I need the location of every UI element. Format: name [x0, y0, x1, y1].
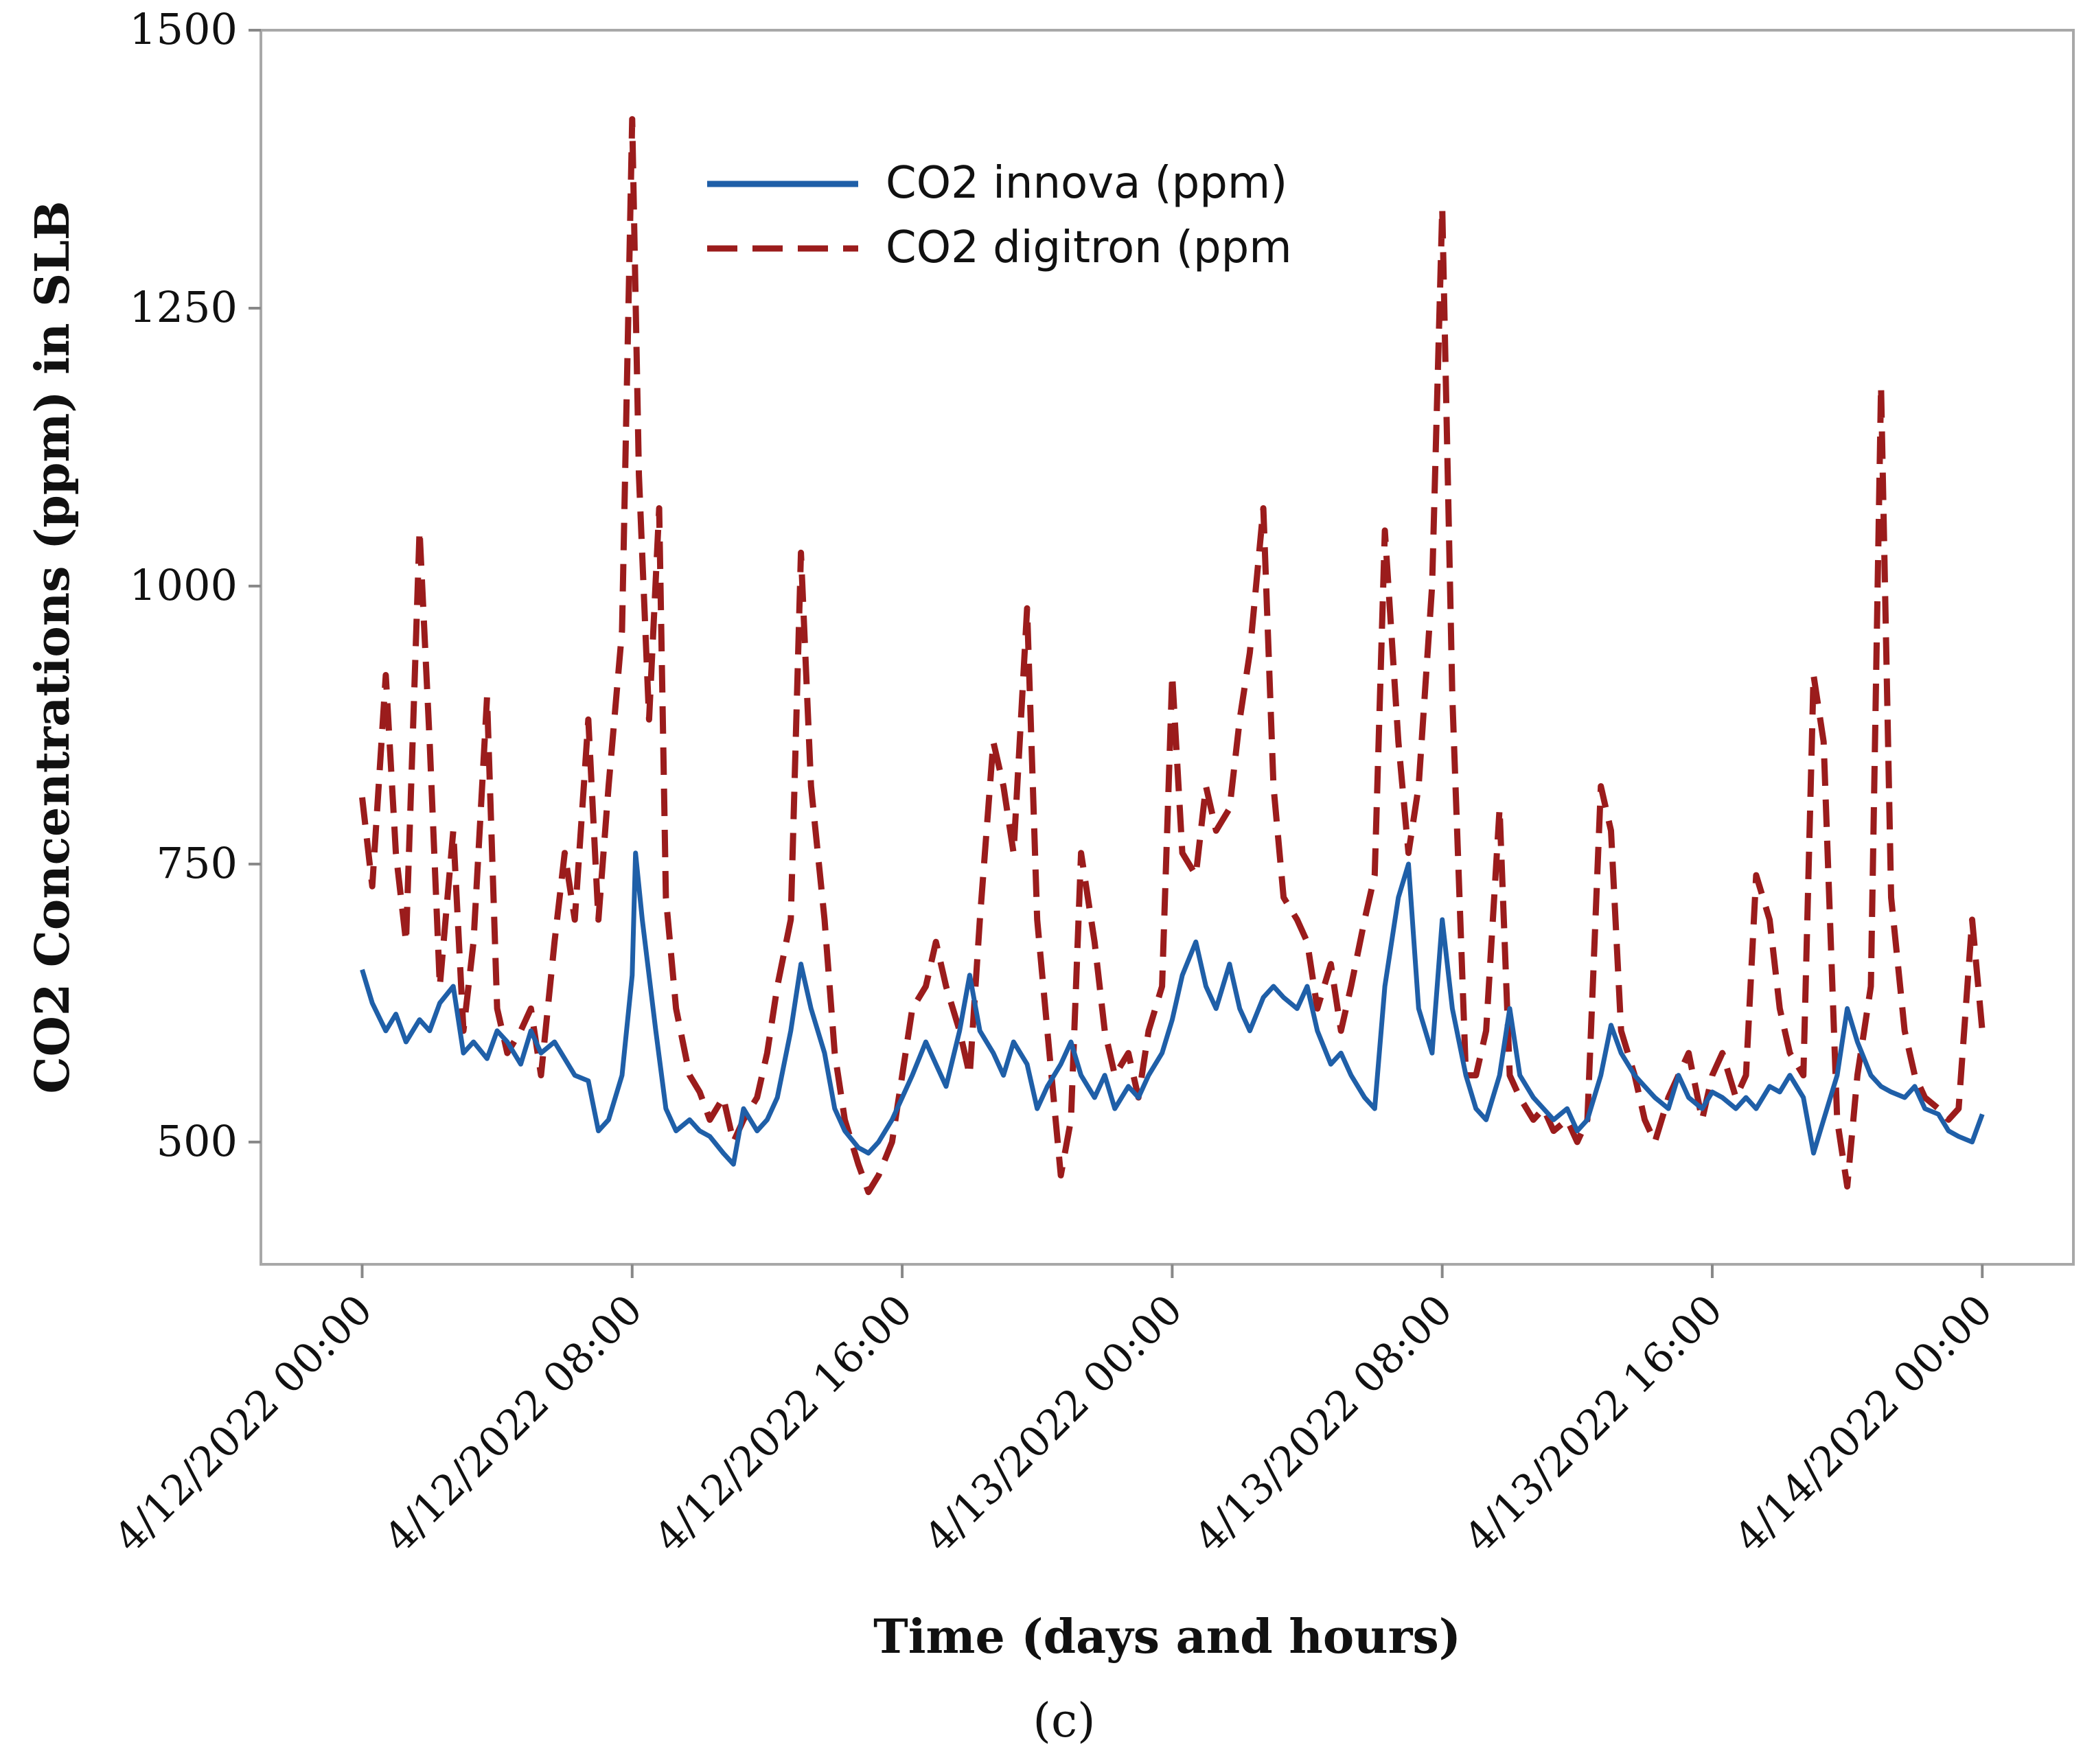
y-tick-label: 750 — [157, 838, 238, 888]
series-line-innova — [360, 850, 1985, 1167]
x-tick-label: 4/13/2022 08:00 — [1185, 1286, 1462, 1562]
series-line-digitron — [359, 116, 1986, 1196]
y-axis-title: CO2 Concentrations (ppm) in SLB — [25, 200, 80, 1093]
legend-label-digitron: CO2 digitron (ppm — [886, 222, 1292, 273]
series-layer — [359, 116, 1986, 1196]
x-axis: 4/12/2022 00:004/12/2022 08:004/12/2022 … — [105, 1264, 2002, 1562]
x-tick-label: 4/14/2022 00:00 — [1725, 1286, 2002, 1562]
x-tick-label: 4/12/2022 16:00 — [645, 1286, 922, 1562]
x-tick-label: 4/12/2022 00:00 — [105, 1286, 382, 1562]
y-tick-label: 1000 — [129, 560, 238, 610]
y-tick-label: 1250 — [129, 282, 238, 332]
plot-frame — [260, 29, 2075, 1266]
legend: CO2 innova (ppm) CO2 digitron (ppm — [707, 158, 1292, 273]
x-tick-label: 4/13/2022 00:00 — [915, 1286, 1192, 1562]
x-tick-label: 4/12/2022 08:00 — [376, 1286, 652, 1562]
legend-label-innova: CO2 innova (ppm) — [886, 158, 1287, 209]
x-axis-title: Time (days and hours) — [873, 1610, 1461, 1664]
y-tick-label: 1500 — [129, 4, 238, 54]
y-axis: 500 750 1000 1250 1500 — [129, 4, 261, 1166]
x-tick-label: 4/13/2022 16:00 — [1456, 1286, 1732, 1562]
figure-caption: (c) — [1033, 1694, 1095, 1748]
y-tick-label: 500 — [157, 1116, 238, 1166]
